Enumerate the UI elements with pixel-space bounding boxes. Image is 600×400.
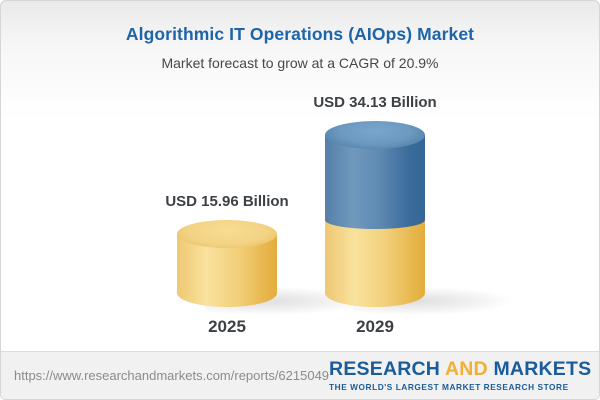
- bar-2025-top-face: [177, 220, 277, 248]
- brand-logo-wordmark: RESEARCH AND MARKETS: [329, 358, 592, 381]
- category-label-2025: 2025: [208, 317, 246, 336]
- category-label-2029: 2029: [356, 317, 394, 336]
- logo-word-research: RESEARCH: [329, 358, 441, 381]
- bar-2029-top-face: [325, 121, 425, 149]
- value-label-2029: USD 34.13 Billion: [313, 94, 437, 111]
- bar-2025: [177, 220, 365, 315]
- bar-2029-segment-growth: [325, 135, 425, 229]
- brand-logo: RESEARCH AND MARKETS THE WORLD'S LARGEST…: [329, 358, 592, 392]
- footer: https://www.researchandmarkets.com/repor…: [1, 351, 599, 399]
- logo-word-and: AND: [444, 358, 488, 381]
- bar-2029-segment-base: [325, 220, 425, 307]
- logo-word-markets: MARKETS: [493, 358, 592, 381]
- bar-2029: [325, 121, 513, 315]
- brand-tagline: THE WORLD'S LARGEST MARKET RESEARCH STOR…: [329, 381, 569, 392]
- page-title: Algorithmic IT Operations (AIOps) Market: [125, 24, 475, 44]
- report-url-link[interactable]: https://www.researchandmarkets.com/repor…: [14, 368, 330, 383]
- value-label-2025: USD 15.96 Billion: [165, 193, 289, 210]
- page-subtitle: Market forecast to grow at a CAGR of 20.…: [161, 55, 439, 71]
